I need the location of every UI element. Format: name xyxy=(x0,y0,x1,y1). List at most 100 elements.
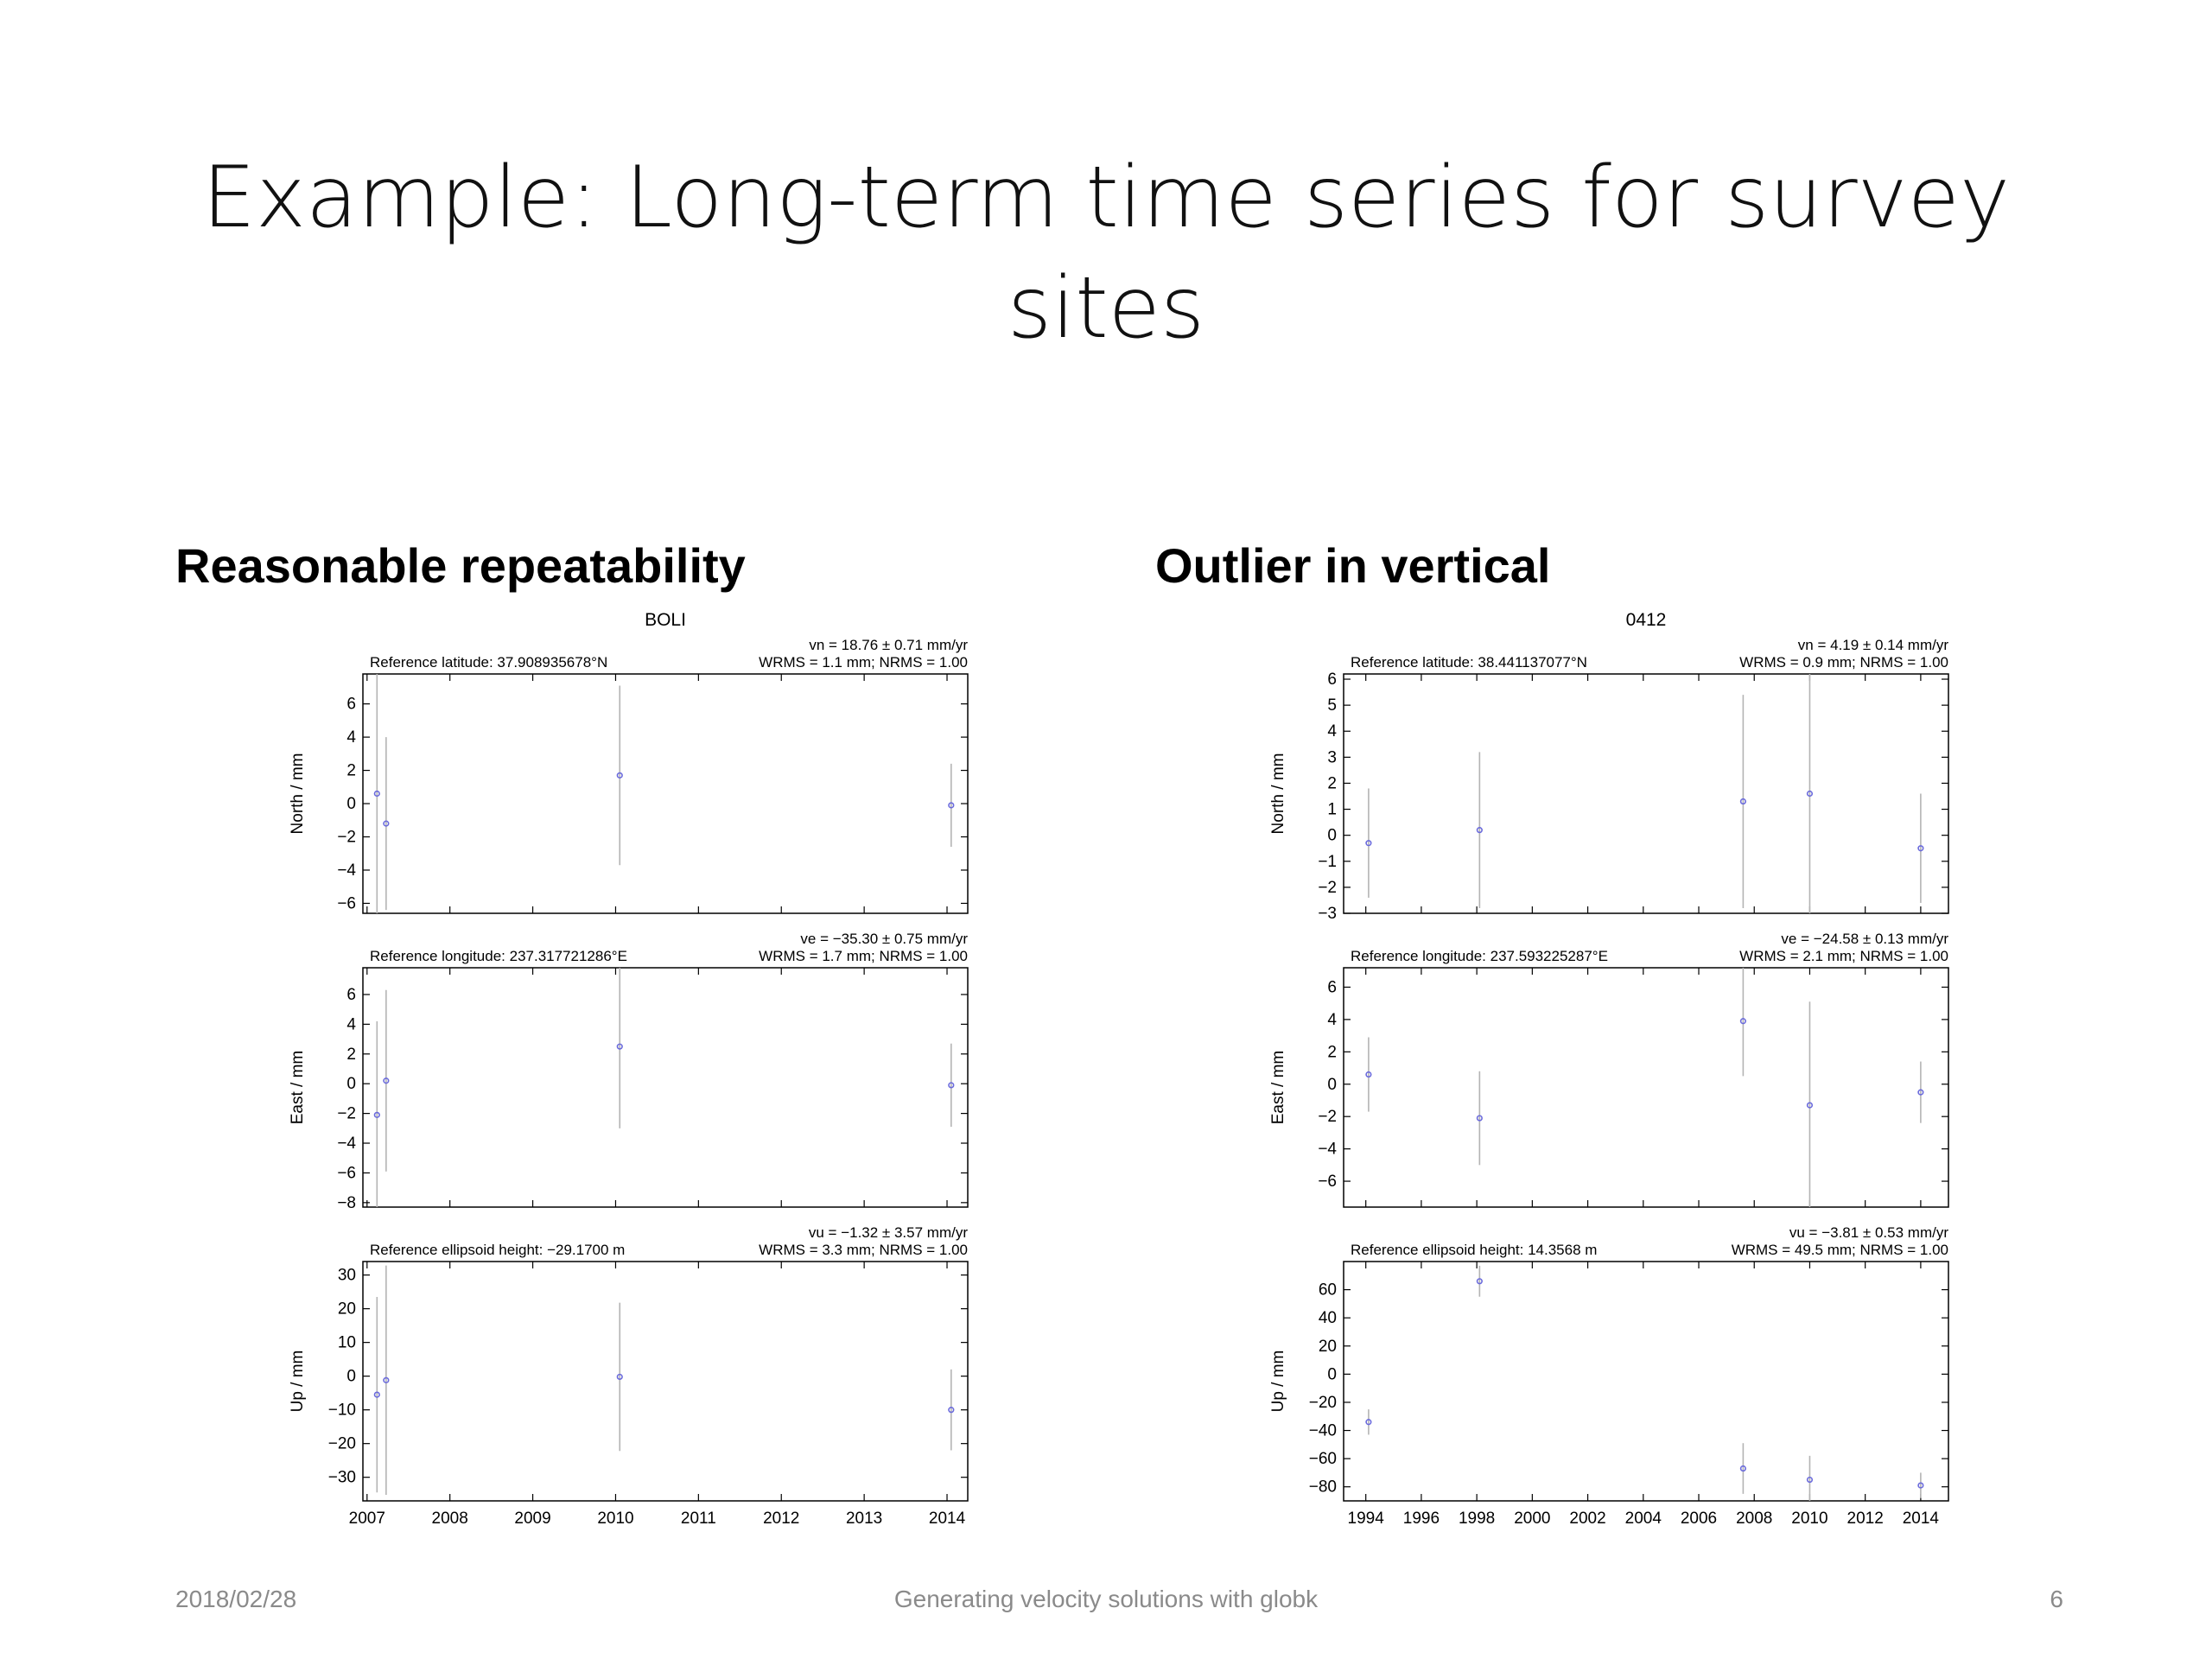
y-axis-label: North / mm xyxy=(1269,753,1287,835)
x-tick-label: 2010 xyxy=(1791,1510,1827,1528)
y-tick-label: 0 xyxy=(346,1075,356,1093)
data-point xyxy=(1806,790,1814,798)
y-tick-label: −2 xyxy=(1318,1108,1337,1126)
data-point xyxy=(373,1391,380,1398)
data-point xyxy=(373,790,380,798)
panel-up: vu = −1.32 ± 3.57 mm/yr Reference ellipso… xyxy=(289,1224,969,1528)
y-tick-label: −80 xyxy=(1309,1478,1337,1497)
x-tick-label: 2000 xyxy=(1514,1510,1550,1528)
reference-label: Reference longitude: 237.317721286°E xyxy=(370,948,627,964)
reference-label: Reference latitude: 37.908935678°N xyxy=(370,654,607,671)
data-point xyxy=(1806,1476,1814,1484)
slide-title-line-2: sites xyxy=(1007,259,1205,358)
panel-up: vu = −3.81 ± 0.53 mm/yr Reference ellipso… xyxy=(1269,1224,1949,1528)
x-tick-label: 1994 xyxy=(1348,1510,1385,1528)
left-heading: Reasonable repeatability xyxy=(175,538,746,593)
reference-label: Reference latitude: 38.441137077°N xyxy=(1351,654,1587,671)
y-axis-label: East / mm xyxy=(289,1051,307,1125)
data-point xyxy=(383,820,390,827)
data-point xyxy=(1365,1419,1372,1426)
x-tick-label: 2008 xyxy=(432,1510,468,1528)
y-tick-label: −6 xyxy=(337,1164,356,1182)
y-tick-label: 0 xyxy=(1327,1076,1337,1094)
data-point xyxy=(616,1373,623,1381)
x-tick-label: 2013 xyxy=(846,1510,882,1528)
y-tick-label: −4 xyxy=(337,1135,356,1153)
data-point xyxy=(1476,1115,1483,1122)
panel-east: ve = −24.58 ± 0.13 mm/yr Reference longit… xyxy=(1269,931,1949,1208)
y-tick-label: 2 xyxy=(346,762,356,780)
y-tick-label: −8 xyxy=(337,1194,356,1212)
velocity-label: vu = −1.32 ± 3.57 mm/yr xyxy=(809,1224,968,1241)
stats-label: WRMS = 1.7 mm; NRMS = 1.00 xyxy=(759,948,968,964)
x-tick-label: 2004 xyxy=(1625,1510,1662,1528)
stats-label: WRMS = 0.9 mm; NRMS = 1.00 xyxy=(1739,654,1948,671)
footer-date: 2018/02/28 xyxy=(175,1586,297,1612)
data-point xyxy=(1476,827,1483,834)
y-tick-label: −40 xyxy=(1309,1422,1337,1440)
y-tick-label: 4 xyxy=(346,1015,356,1033)
data-point xyxy=(948,802,955,809)
data-point xyxy=(383,1077,390,1084)
data-point xyxy=(1917,1089,1924,1096)
y-tick-label: 2 xyxy=(1327,1043,1337,1061)
x-tick-label: 2011 xyxy=(681,1510,716,1528)
y-tick-label: 6 xyxy=(1327,978,1337,996)
stats-label: WRMS = 3.3 mm; NRMS = 1.00 xyxy=(759,1242,968,1258)
data-point xyxy=(1806,1102,1814,1109)
data-point xyxy=(948,1407,955,1414)
slide-title: Example: Long-term time series for surve… xyxy=(0,143,2212,364)
x-tick-label: 1996 xyxy=(1403,1510,1440,1528)
panel-frame xyxy=(1343,673,1949,914)
reference-label: Reference longitude: 237.593225287°E xyxy=(1351,948,1608,964)
y-tick-label: −20 xyxy=(328,1435,356,1453)
y-tick-label: 30 xyxy=(338,1267,356,1285)
chart-title: BOLI xyxy=(645,610,686,630)
data-point xyxy=(1917,1482,1924,1489)
panel-frame xyxy=(362,967,969,1208)
y-tick-label: −6 xyxy=(337,894,356,912)
y-tick-label: 3 xyxy=(1327,748,1337,766)
y-axis-label: Up / mm xyxy=(289,1351,307,1413)
x-tick-label: 2006 xyxy=(1681,1510,1717,1528)
x-tick-label: 2007 xyxy=(349,1510,385,1528)
y-tick-label: 4 xyxy=(1327,1011,1337,1029)
velocity-label: ve = −35.30 ± 0.75 mm/yr xyxy=(800,931,968,947)
panel-north: vn = 18.76 ± 0.71 mm/yr Reference latitud… xyxy=(289,637,969,914)
y-tick-label: 6 xyxy=(1327,671,1337,689)
velocity-label: vn = 4.19 ± 0.14 mm/yr xyxy=(1798,637,1949,653)
data-point xyxy=(1917,845,1924,852)
y-tick-label: −4 xyxy=(337,861,356,880)
data-point xyxy=(383,1376,390,1383)
y-tick-label: −3 xyxy=(1318,905,1337,923)
y-tick-label: −2 xyxy=(337,829,356,847)
y-tick-label: 60 xyxy=(1319,1281,1337,1300)
y-tick-label: 20 xyxy=(1319,1338,1337,1356)
y-tick-label: −30 xyxy=(328,1469,356,1487)
panel-east: ve = −35.30 ± 0.75 mm/yr Reference longit… xyxy=(289,931,969,1212)
x-tick-label: 2002 xyxy=(1569,1510,1605,1528)
y-tick-label: 40 xyxy=(1319,1309,1337,1327)
y-tick-label: −2 xyxy=(1318,879,1337,897)
y-tick-label: 0 xyxy=(346,795,356,813)
velocity-label: vu = −3.81 ± 0.53 mm/yr xyxy=(1789,1224,1948,1241)
panel-frame xyxy=(1343,1261,1949,1502)
x-tick-label: 2008 xyxy=(1736,1510,1772,1528)
y-tick-label: 10 xyxy=(338,1334,356,1352)
reference-label: Reference ellipsoid height: −29.1700 m xyxy=(370,1242,625,1258)
y-tick-label: −2 xyxy=(337,1105,356,1123)
data-point xyxy=(1739,798,1746,805)
y-axis-label: Up / mm xyxy=(1269,1351,1287,1413)
y-tick-label: 5 xyxy=(1327,696,1337,715)
y-tick-label: 1 xyxy=(1327,801,1337,819)
data-point xyxy=(1365,840,1372,847)
velocity-label: vn = 18.76 ± 0.71 mm/yr xyxy=(809,637,968,653)
data-point xyxy=(1476,1278,1483,1285)
data-point xyxy=(616,1043,623,1050)
y-tick-label: 6 xyxy=(346,696,356,714)
data-point xyxy=(948,1082,955,1089)
panel-frame xyxy=(362,1261,969,1502)
y-tick-label: 2 xyxy=(1327,774,1337,792)
y-tick-label: 6 xyxy=(346,986,356,1004)
y-tick-label: −20 xyxy=(1309,1394,1337,1412)
